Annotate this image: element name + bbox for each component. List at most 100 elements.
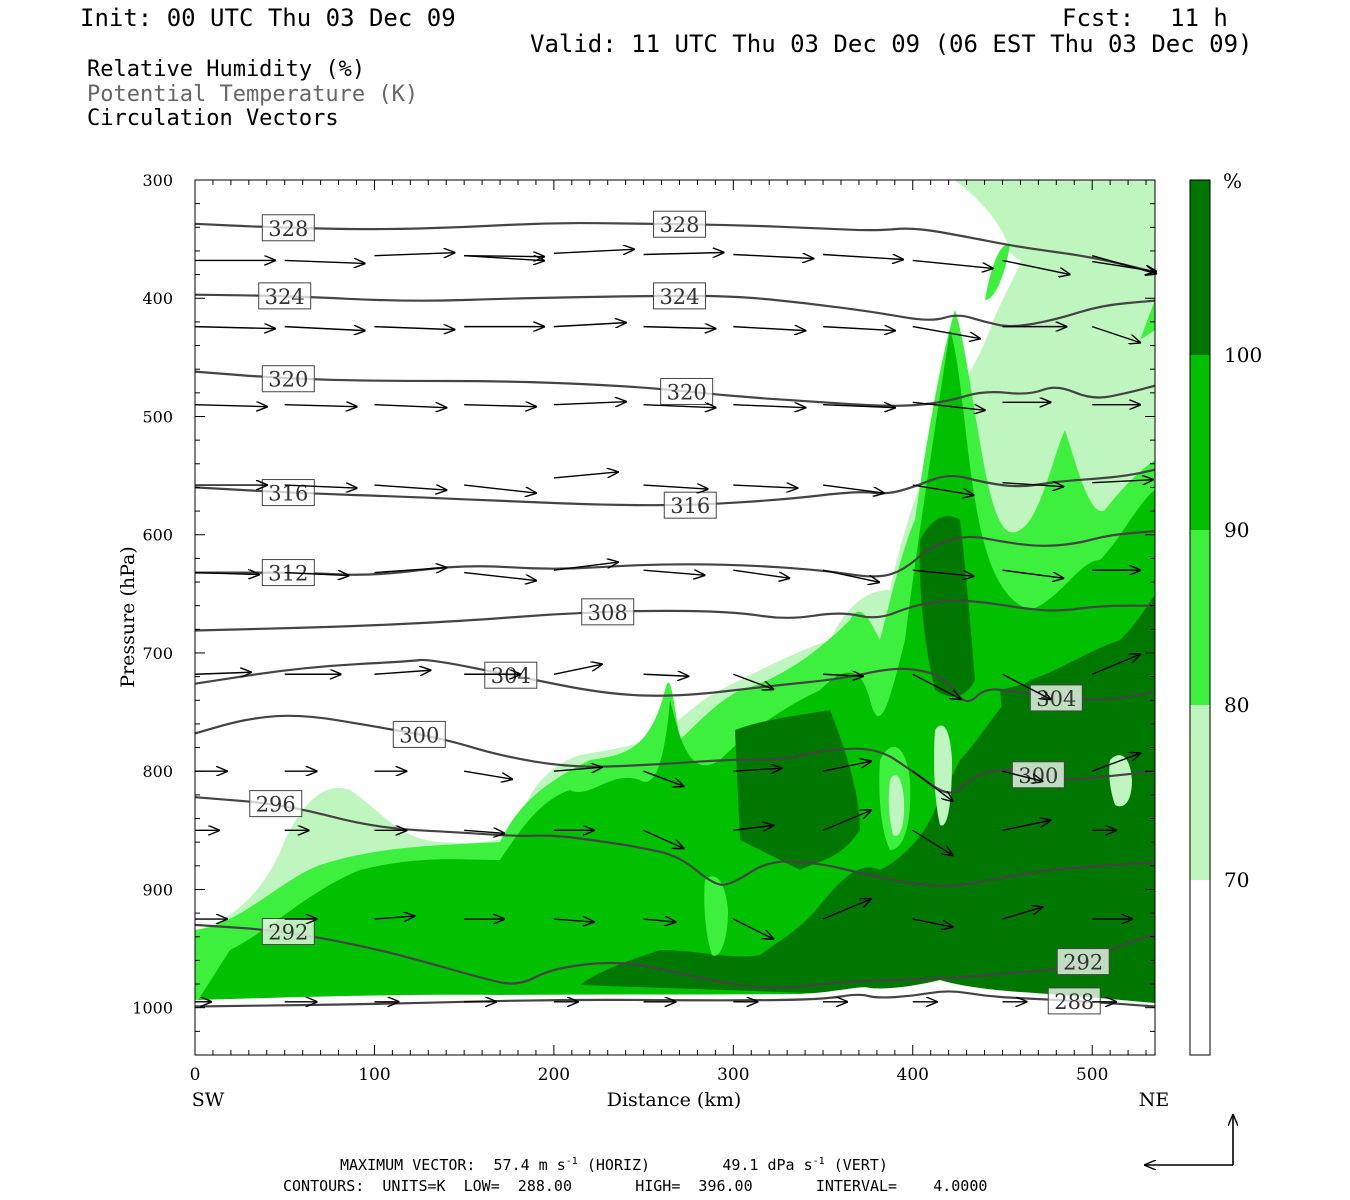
colorbar-swatch-low — [1190, 880, 1210, 1055]
field-theta: Potential Temperature (K) — [87, 82, 419, 107]
colorbar-label-100: 100 — [1224, 343, 1262, 367]
theta-label-text: 296 — [256, 793, 296, 817]
circulation-vector — [822, 484, 884, 493]
circulation-vector — [553, 249, 634, 253]
theta-label-box — [392, 720, 446, 748]
theta-label-text: 304 — [1036, 687, 1076, 711]
init-time: Init: 00 UTC Thu 03 Dec 09 — [80, 4, 456, 32]
circulation-vector — [284, 260, 365, 263]
rh-gap-2 — [888, 775, 905, 836]
y-tick-label: 600 — [142, 526, 173, 545]
theta-contour-292 — [195, 923, 1155, 989]
circulation-vector — [643, 570, 705, 575]
theta-label-text: 308 — [588, 601, 628, 625]
circulation-vector — [374, 670, 430, 674]
below-ground — [195, 980, 1155, 1055]
theta-label-text: 324 — [659, 285, 699, 309]
y-tick-label: 500 — [142, 407, 173, 426]
y-axis-label: Pressure (hPa) — [117, 546, 139, 688]
theta-label-304: 304 — [484, 661, 538, 689]
circulation-vector — [823, 674, 863, 676]
theta-label-304: 304 — [1029, 684, 1083, 712]
colorbar-label-70: 70 — [1224, 868, 1249, 892]
circulation-vector — [733, 569, 789, 578]
theta-contour-300 — [195, 714, 1155, 794]
theta-label-text: 316 — [670, 494, 710, 518]
circulation-vector — [912, 673, 961, 699]
theta-label-324: 324 — [652, 282, 706, 310]
x-tick-label: 500 — [1076, 1065, 1108, 1085]
circulation-vector — [194, 327, 275, 329]
theta-label-328: 328 — [652, 210, 706, 238]
theta-label-box — [652, 210, 706, 238]
circulation-vector — [822, 327, 895, 331]
x-tick-label: 200 — [538, 1065, 570, 1085]
circulation-vector — [464, 830, 504, 833]
circulation-vector — [733, 825, 773, 830]
circulation-vector — [912, 259, 993, 268]
theta-label-box — [1047, 987, 1101, 1015]
theta-label-box — [261, 365, 315, 393]
circulation-vector — [912, 918, 953, 927]
theta-label-text: 320 — [667, 380, 707, 404]
circulation-vector — [1092, 255, 1156, 274]
theta-label-box — [258, 282, 312, 310]
sw-label: SW — [192, 1089, 225, 1111]
circulation-vector — [1002, 259, 1069, 274]
circulation-vector — [374, 327, 454, 330]
circulation-vector — [733, 918, 773, 939]
circulation-vector — [553, 323, 626, 327]
rh-gap-4 — [704, 876, 728, 956]
forecast-label: Fcst: — [1062, 4, 1135, 32]
circulation-vector — [374, 485, 446, 490]
circulation-vector — [643, 327, 716, 329]
circulation-vector — [733, 673, 773, 689]
circulation-vector — [284, 485, 357, 488]
vert-exponent: -1 — [812, 1156, 825, 1167]
axis-ticks: 0 100 200 300 400 500 300 400 500 600 700 800 900 100… — [132, 171, 1155, 1085]
circulation-vector — [1091, 753, 1140, 772]
circulation-vector — [1002, 770, 1042, 781]
circulation-vector — [194, 573, 259, 575]
circulation-vector — [733, 768, 781, 771]
circulation-vector — [1002, 820, 1050, 832]
theta-contour-312 — [195, 530, 1155, 578]
circulation-vector — [733, 405, 805, 408]
circulation-vector — [284, 327, 365, 331]
circulation-vector — [912, 325, 980, 339]
horiz-tag: (HORIZ) — [586, 1156, 651, 1174]
circulation-vector — [822, 899, 871, 920]
horiz-exponent: -1 — [565, 1156, 578, 1167]
circulation-vector — [284, 573, 349, 576]
theta-label-300: 300 — [392, 720, 446, 748]
y-tick-label: 900 — [142, 880, 173, 899]
theta-label-text: 328 — [268, 217, 308, 241]
circulation-vector — [284, 405, 357, 407]
colorbar-swatch-100 — [1190, 180, 1210, 355]
theta-label-324: 324 — [258, 282, 312, 310]
ne-label: NE — [1139, 1089, 1170, 1111]
circulation-vector — [822, 761, 871, 772]
theta-contour-320 — [195, 370, 1155, 407]
circulation-vector — [1091, 654, 1140, 675]
y-tick-label: 400 — [142, 289, 173, 308]
theta-label-box — [581, 598, 635, 626]
circulation-vector — [194, 405, 267, 407]
theta-label-292: 292 — [1056, 948, 1110, 976]
x-tick-label: 0 — [190, 1065, 201, 1085]
field-vectors: Circulation Vectors — [87, 106, 339, 131]
rh-90-region — [195, 330, 1155, 1005]
y-tick-label: 700 — [142, 644, 173, 663]
plot-frame — [194, 179, 1156, 1056]
theta-contour-288 — [195, 990, 1155, 1008]
humidity-shading — [195, 180, 1155, 1055]
colorbar-swatch-80 — [1190, 530, 1210, 705]
reference-vector-key — [1145, 1115, 1233, 1165]
theta-label-text: 304 — [491, 664, 531, 688]
theta-label-308: 308 — [581, 598, 635, 626]
theta-label-text: 324 — [265, 285, 305, 309]
circulation-vector — [733, 485, 797, 488]
theta-label-300: 300 — [1011, 761, 1065, 789]
theta-label-box — [249, 790, 303, 818]
